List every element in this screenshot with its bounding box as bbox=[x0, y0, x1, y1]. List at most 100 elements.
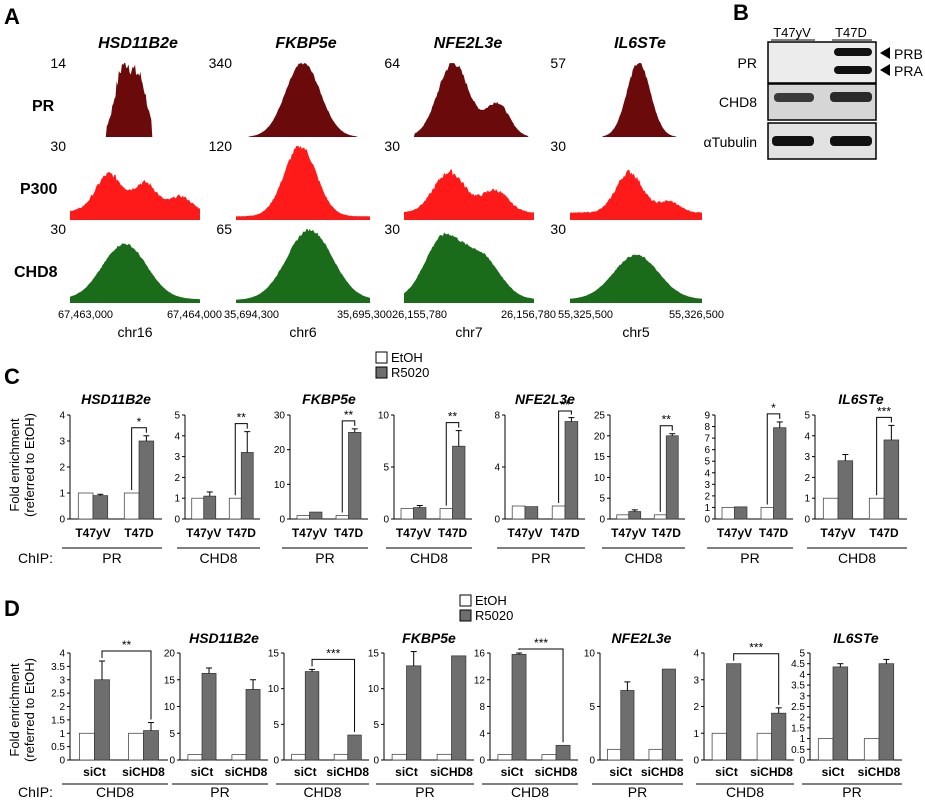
bar-chart-d-13: 0 5 10 siCt siCHD8 NFE2L3e PR bbox=[584, 630, 684, 800]
coord-end: 67,464,000 bbox=[167, 309, 222, 321]
panel-label-a: A bbox=[4, 4, 20, 29]
category-label: siCt bbox=[501, 765, 524, 779]
y-tick-label: 0 bbox=[174, 515, 180, 526]
chip-target-label: PR bbox=[210, 784, 229, 800]
category-label: T47D bbox=[334, 526, 364, 540]
bar-chart-d-15: 00.511.522.533.544.55 siCt siCHD8 IL6STe PR bbox=[791, 630, 902, 800]
bar-etoh bbox=[653, 514, 667, 520]
legend-label-etoh-d: EtOH bbox=[475, 593, 507, 608]
lane-label-t47yv: T47yV bbox=[773, 25, 811, 40]
legend-swatch-r5020 bbox=[375, 366, 388, 379]
significance-label: ** bbox=[237, 411, 247, 425]
y-tick-label: 2 bbox=[693, 702, 699, 713]
bar-etoh bbox=[607, 748, 622, 761]
bar-etoh bbox=[333, 753, 349, 761]
category-label: siCHD8 bbox=[225, 765, 268, 779]
significance-label: *** bbox=[534, 636, 548, 650]
y-tick-label: 0 bbox=[373, 756, 379, 767]
chart-title: IL6STe bbox=[838, 391, 884, 407]
y-tick-label: 8 bbox=[704, 422, 710, 433]
track-scale: 340 bbox=[209, 55, 233, 71]
bar-r5020 bbox=[203, 495, 217, 520]
y-tick-label: 1 bbox=[804, 494, 810, 505]
category-label: siCt bbox=[609, 765, 632, 779]
chip-target-label: PR bbox=[102, 550, 121, 566]
chip-target-label: CHD8 bbox=[410, 550, 448, 566]
y-tick-label: 10 bbox=[584, 649, 596, 660]
bar-r5020 bbox=[143, 730, 159, 761]
y-tick-label: 4 bbox=[704, 468, 710, 479]
bar-etoh bbox=[648, 748, 663, 761]
arrow-label-pra: PRA bbox=[894, 63, 923, 79]
bar-chart-d-8: 0 0.5 1 1.5 2 2.5 3 3.5 4 siCt siCHD8 ** CHD8 bbox=[51, 638, 168, 800]
track-scale: 30 bbox=[50, 221, 66, 237]
y-tick-label: 3 bbox=[799, 691, 805, 702]
category-label: siCHD8 bbox=[858, 765, 901, 779]
y-tick-label: 4 bbox=[59, 411, 65, 422]
bar-r5020 bbox=[413, 507, 427, 520]
enhancer-title-hsd11b2e: HSD11B2e bbox=[98, 35, 178, 52]
y-tick-label: 3 bbox=[804, 452, 810, 463]
chromosome-label: chr5 bbox=[622, 324, 649, 340]
bar-etoh bbox=[868, 497, 885, 520]
track-scale: 57 bbox=[550, 55, 566, 71]
bar-r5020 bbox=[304, 671, 320, 761]
significance-label: ** bbox=[560, 398, 570, 412]
y-tick-label: 15 bbox=[594, 452, 606, 463]
y-tick-label: 5 bbox=[599, 494, 605, 505]
chromosome-label: chr6 bbox=[289, 324, 316, 340]
c-ylabel-2: (referred to EtOH) bbox=[22, 413, 37, 517]
category-label: T47D bbox=[652, 526, 682, 540]
category-label: siCt bbox=[83, 765, 106, 779]
band-pra bbox=[834, 66, 872, 74]
blot-label-tubulin: αTubulin bbox=[704, 134, 758, 150]
y-tick-label: 0 bbox=[169, 756, 175, 767]
bar-etoh bbox=[128, 732, 144, 761]
track-pr-hsd11b2e bbox=[70, 63, 200, 137]
category-label: T47D bbox=[759, 526, 789, 540]
bar-chart-c-2: 0 10 20 30 T47yV T47D **FKBP5e PR bbox=[274, 391, 368, 566]
chart-title: FKBP5e bbox=[402, 630, 456, 646]
y-tick-label: 10 bbox=[268, 684, 280, 695]
chip-seq-tracks: 14 340 64 57 30 120 30 30 30 65 30 30 67,463,000 67,4… bbox=[50, 55, 724, 340]
bar-r5020 bbox=[347, 734, 362, 761]
y-tick-label: 1 bbox=[59, 729, 65, 740]
category-label: T47yV bbox=[292, 526, 327, 540]
category-label: siCt bbox=[395, 765, 418, 779]
arrow-label-prb: PRB bbox=[894, 46, 923, 62]
bar-etoh bbox=[228, 497, 242, 520]
chip-target-label: CHD8 bbox=[96, 784, 134, 800]
chart-title: NFE2L3e bbox=[515, 391, 575, 407]
chromosome-label: chr7 bbox=[455, 324, 482, 340]
track-chd8-nfe2l3e bbox=[404, 232, 534, 303]
bar-etoh bbox=[511, 505, 526, 520]
panel-label-d: D bbox=[4, 596, 20, 621]
panel-label-b: B bbox=[733, 0, 749, 25]
legend-swatch-r5020-d bbox=[459, 609, 472, 622]
bar-r5020 bbox=[201, 672, 217, 761]
chip-target-label: PR bbox=[415, 784, 434, 800]
y-tick-label: 20 bbox=[164, 649, 176, 660]
y-tick-label: 2 bbox=[804, 473, 810, 484]
chart-title: FKBP5e bbox=[302, 391, 356, 407]
y-tick-label: 0 bbox=[589, 756, 595, 767]
bar-etoh bbox=[863, 738, 880, 761]
bar-etoh bbox=[817, 738, 834, 761]
significance-label: * bbox=[137, 415, 142, 429]
y-tick-label: 5 bbox=[273, 720, 279, 731]
y-tick-label: 15 bbox=[164, 675, 176, 686]
y-tick-label: 20 bbox=[594, 431, 606, 442]
y-tick-label: 4 bbox=[804, 431, 810, 442]
y-tick-label: 9 bbox=[704, 411, 710, 422]
bar-r5020 bbox=[524, 506, 539, 520]
y-tick-label: 1 bbox=[693, 729, 699, 740]
chart-title: IL6STe bbox=[833, 630, 879, 646]
significance-label: *** bbox=[749, 641, 763, 655]
y-tick-label: 7 bbox=[704, 434, 710, 445]
bar-etoh bbox=[335, 515, 349, 520]
category-label: T47D bbox=[227, 526, 257, 540]
y-tick-label: 0 bbox=[59, 515, 65, 526]
significance-label: * bbox=[771, 401, 776, 415]
y-tick-label: 0.5 bbox=[51, 742, 65, 753]
bar-r5020 bbox=[94, 679, 110, 761]
